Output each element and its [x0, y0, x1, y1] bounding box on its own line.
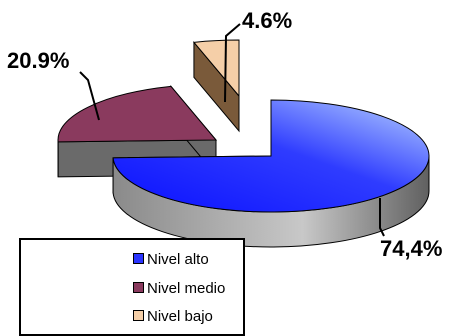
legend-swatch-nivel-bajo: [133, 310, 144, 321]
pie-slice-nivel-bajo: [192, 39, 240, 133]
legend-label-nivel-bajo: Nivel bajo: [147, 308, 213, 325]
legend-label-nivel-medio: Nivel medio: [147, 280, 226, 297]
chart-legend: Nivel alto Nivel medio Nivel bajo: [19, 238, 245, 336]
data-label-nivel-alto: 74,4%: [380, 236, 443, 261]
data-label-nivel-bajo: 4.6%: [242, 8, 293, 33]
pie-chart: [57, 23, 430, 248]
data-label-nivel-medio: 20.9%: [7, 48, 70, 73]
legend-item-nivel-medio: Nivel medio: [133, 281, 225, 296]
legend-item-nivel-bajo: Nivel bajo: [133, 309, 213, 324]
legend-swatch-nivel-medio: [133, 282, 144, 293]
pie-slice-nivel-alto: [112, 99, 430, 248]
leader-line-nivel-medio: [79, 71, 100, 121]
legend-label-nivel-alto: Nivel alto: [147, 251, 209, 268]
legend-swatch-nivel-alto: [133, 253, 144, 264]
leader-line-nivel-alto: [379, 198, 385, 237]
leader-line-nivel-bajo: [224, 23, 241, 103]
legend-item-nivel-alto: Nivel alto: [133, 252, 209, 267]
